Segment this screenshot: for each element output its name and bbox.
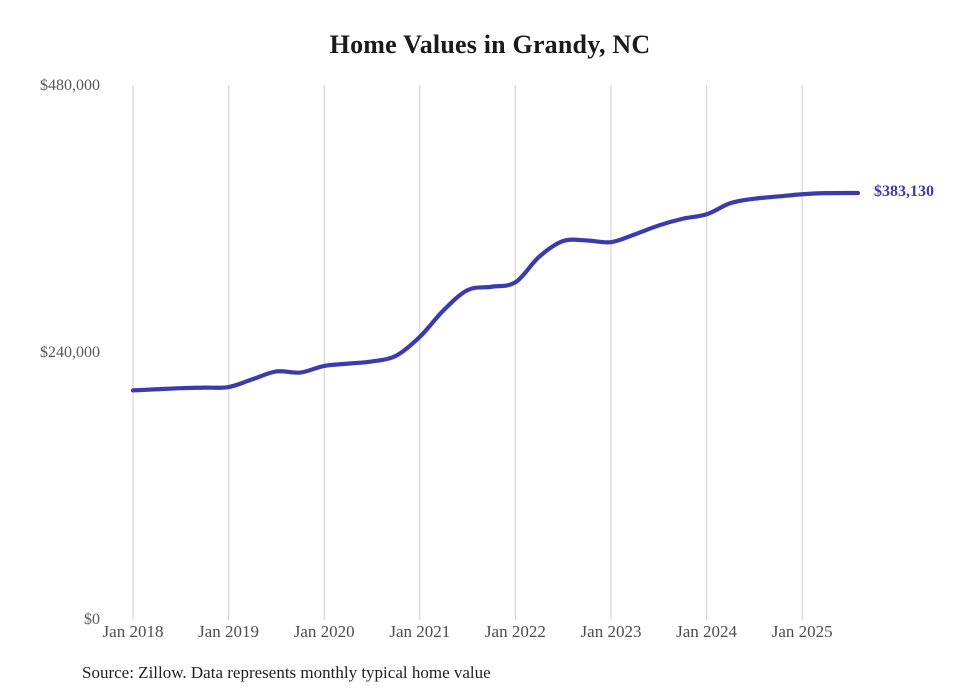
ytick-label-top: $480,000 bbox=[40, 77, 100, 94]
gridlines bbox=[132, 85, 803, 620]
xtick-label-jan-2021: Jan 2021 bbox=[389, 622, 451, 641]
data-line-typical-home-value bbox=[130, 190, 861, 393]
xtick-label-jan-2019: Jan 2019 bbox=[198, 622, 260, 641]
end-value-label: $383,130 bbox=[873, 182, 934, 200]
ytick-label-mid: $240,000 bbox=[40, 344, 100, 361]
xtick-label-jan-2025: Jan 2025 bbox=[771, 622, 833, 641]
xtick-label-jan-2024: Jan 2024 bbox=[676, 622, 738, 641]
xtick-label-jan-2020: Jan 2020 bbox=[293, 622, 355, 641]
source-footnote: Source: Zillow. Data represents monthly … bbox=[82, 663, 491, 682]
xtick-label-jan-2023: Jan 2023 bbox=[580, 622, 642, 641]
page-title: Home Values in Grandy, NC bbox=[329, 30, 651, 59]
xtick-label-jan-2022: Jan 2022 bbox=[484, 622, 546, 641]
ytick-label-bottom: $0 bbox=[84, 611, 100, 628]
xtick-label-jan-2018: Jan 2018 bbox=[102, 622, 164, 641]
